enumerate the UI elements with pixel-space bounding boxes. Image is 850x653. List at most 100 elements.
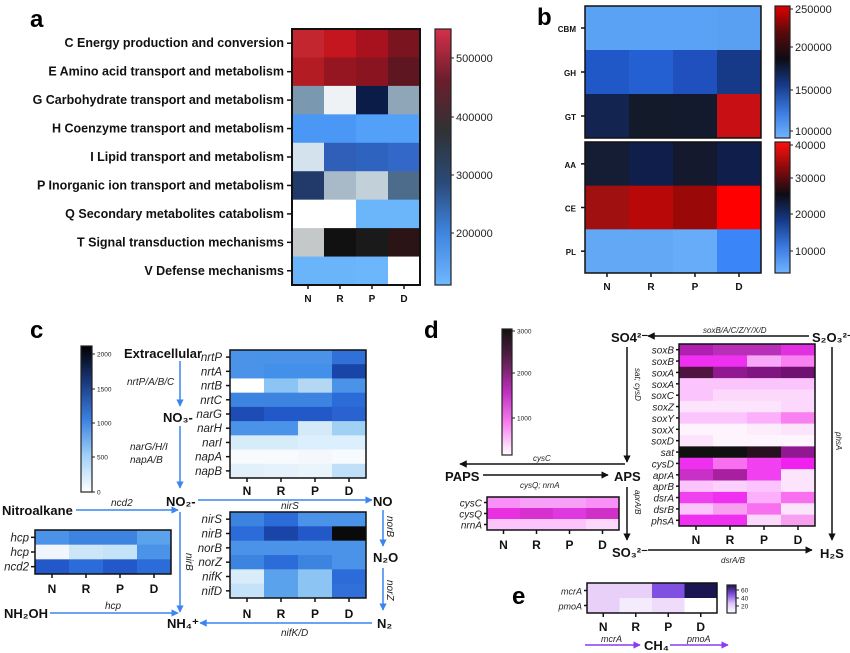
- nifKD-label: nifK/D: [281, 628, 308, 639]
- aprAB-label: aprA/B: [633, 490, 642, 515]
- no-label: NO: [373, 494, 393, 509]
- row-label: nrnA: [461, 521, 482, 532]
- row-label: nirS: [202, 514, 223, 526]
- heatmap-cell: [230, 350, 265, 365]
- column-label: P: [116, 582, 124, 596]
- heatmap-cell: [553, 519, 587, 531]
- sox-genes-label: soxB/A/C/Z/Y/X/D: [703, 326, 767, 335]
- heatmap-cell: [298, 350, 333, 365]
- column-label: N: [692, 533, 701, 547]
- heatmap-cell: [520, 508, 554, 520]
- heatmap-cell: [230, 435, 265, 451]
- column-label: P: [369, 294, 376, 305]
- row-label: soxA: [652, 368, 675, 379]
- colorbar: [774, 5, 791, 139]
- paps-label: PAPS: [445, 469, 480, 484]
- heatmap-cell: [298, 512, 333, 527]
- heatmap-cell: [388, 114, 421, 144]
- heatmap-cell: [264, 350, 299, 365]
- heatmap-border: [586, 582, 718, 614]
- heatmap-cell: [673, 94, 718, 139]
- heatmap-cell: [717, 185, 762, 230]
- heatmap-cell: [264, 364, 299, 379]
- heatmap-cell: [781, 400, 816, 413]
- no3-label: NO₃-: [163, 410, 193, 425]
- heatmap-cell: [292, 256, 325, 286]
- heatmap-cell: [713, 469, 748, 481]
- heatmap-d-main: soxBsoxBsoxAsoxAsoxCsoxZsoxYsoxXsoxDsatc…: [501, 328, 816, 547]
- row-label: soxB: [652, 346, 675, 357]
- row-label: nirB: [202, 529, 223, 541]
- column-label: R: [277, 484, 286, 498]
- heatmap-cell: [587, 583, 620, 599]
- colorbar-tick-label: 40000: [795, 140, 826, 152]
- heatmap-cell: [298, 421, 333, 436]
- heatmap-cell: [673, 229, 718, 274]
- heatmap-cell: [713, 480, 748, 493]
- colorbar-tick-label: 0: [97, 490, 101, 497]
- heatmap-cell: [298, 583, 333, 599]
- heatmap-cell: [781, 514, 816, 527]
- heatmap-c-bottom: nirS nirB norB norZ nifK nifD N R P D: [198, 511, 367, 621]
- heatmap-cell: [629, 229, 674, 274]
- heatmap-cell: [585, 6, 630, 51]
- column-label: P: [565, 538, 573, 552]
- heatmap-cell: [553, 508, 587, 520]
- heatmap-cell: [332, 555, 367, 570]
- row-label: narH: [197, 423, 223, 435]
- heatmap-cell: [781, 389, 816, 402]
- heatmap-cell: [747, 400, 782, 413]
- heatmap-cell: [69, 544, 104, 560]
- heatmap-cell: [679, 400, 714, 413]
- row-label: E Amino acid transport and metabolism: [48, 65, 284, 79]
- heatmap-cell: [264, 463, 299, 479]
- heatmap-cell: [298, 555, 333, 570]
- heatmap-cell: [487, 508, 521, 520]
- heatmap-cell: [298, 378, 333, 394]
- heatmap-cell: [717, 6, 762, 51]
- row-label: narI: [202, 437, 223, 449]
- heatmap-cell: [230, 449, 265, 465]
- row-label: soxD: [651, 437, 674, 448]
- heatmap-cell: [264, 583, 299, 599]
- heatmap-cell: [586, 519, 620, 531]
- row-label: GT: [565, 113, 576, 122]
- heatmap-cell: [103, 530, 138, 546]
- heatmap-cell: [585, 50, 630, 95]
- heatmap-cell: [679, 389, 714, 402]
- ch4-label: CH₄: [644, 638, 669, 653]
- row-label: hcp: [10, 547, 29, 559]
- panel-label-e: e: [512, 583, 525, 610]
- heatmap-cell: [332, 364, 367, 379]
- heatmap-cell: [679, 469, 714, 481]
- heatmap-cell: [298, 406, 333, 422]
- heatmap-cell: [230, 583, 265, 599]
- heatmap-cell: [356, 171, 389, 201]
- heatmap-cell: [781, 423, 816, 436]
- colorbar-tick-label: 60: [741, 588, 749, 595]
- heatmap-cell: [747, 491, 782, 504]
- row-label: soxC: [651, 391, 675, 402]
- column-label: D: [735, 282, 742, 293]
- heatmap-cell: [324, 57, 357, 87]
- heatmap-cell: [264, 526, 299, 542]
- heatmap-cell: [264, 569, 299, 585]
- heatmap-cell: [356, 199, 389, 229]
- row-label: G Carbohydrate transport and metabolism: [33, 93, 284, 107]
- column-label: P: [311, 607, 319, 621]
- norB-label: norB: [384, 516, 395, 537]
- colorbar-tick-label: 1000: [97, 421, 112, 428]
- heatmap-cell: [388, 199, 421, 229]
- heatmap-cell: [673, 50, 718, 95]
- column-label: D: [598, 538, 607, 552]
- heatmap-cell: [356, 29, 389, 58]
- heatmap-cell: [487, 497, 521, 509]
- heatmap-cell: [324, 228, 357, 258]
- row-label: cysD: [652, 459, 674, 470]
- heatmap-cell: [292, 228, 325, 258]
- heatmap-cell: [332, 569, 367, 585]
- heatmap-cell: [388, 256, 421, 286]
- row-label: soxZ: [652, 403, 675, 414]
- colorbar-tick-label: 2000: [517, 371, 532, 378]
- panel-label-b: b: [537, 4, 552, 31]
